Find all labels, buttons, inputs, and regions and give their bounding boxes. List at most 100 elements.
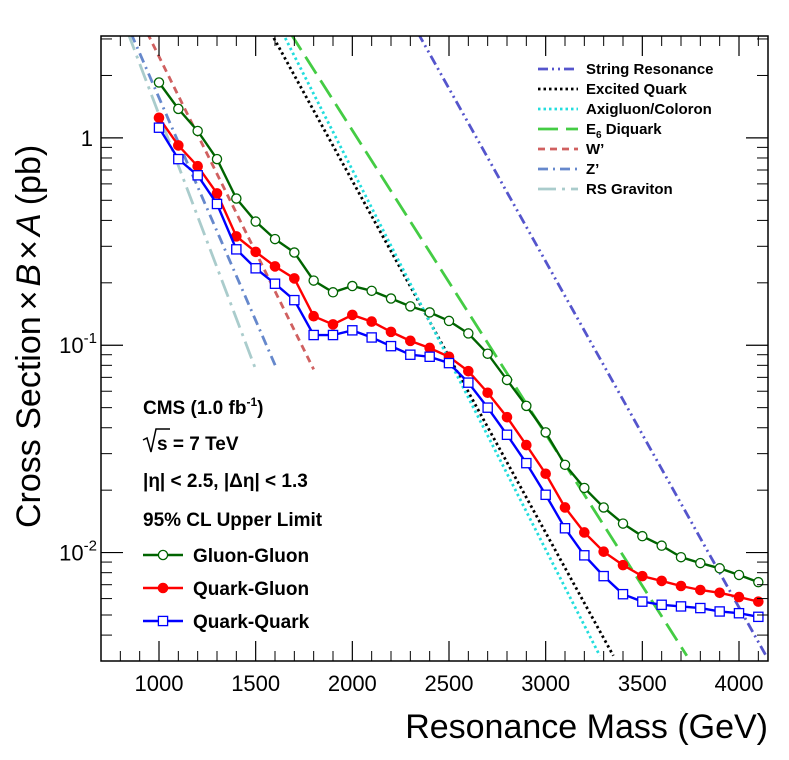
series-1-point-24 xyxy=(617,559,629,571)
series-0-point-16 xyxy=(463,328,474,339)
series-0-point-17 xyxy=(482,348,493,359)
y-title-prefix: Cross Section xyxy=(10,316,48,528)
series-line-0 xyxy=(158,81,759,584)
theory-legend-label-4: W’ xyxy=(586,141,604,158)
series-2-point-30 xyxy=(733,607,745,619)
y-title-times-1: × xyxy=(10,291,48,311)
series-1-point-23 xyxy=(598,546,609,557)
theory-legend-label-5: Z’ xyxy=(586,161,599,178)
theory-curve-0 xyxy=(418,36,768,657)
series-2-point-28 xyxy=(695,602,706,614)
series-1-point-2 xyxy=(192,160,203,172)
plot-frame xyxy=(100,35,769,662)
series-2-point-15 xyxy=(443,357,455,369)
series-2-point-3 xyxy=(211,198,223,210)
series-1-point-7 xyxy=(289,273,300,284)
series-1-point-31 xyxy=(753,596,764,607)
series-1-point-5 xyxy=(250,246,261,258)
series-2-point-4 xyxy=(231,244,242,255)
series-2-point-12 xyxy=(385,340,397,352)
series-2-point-27 xyxy=(675,601,687,612)
x-tick-label-1: 1500 xyxy=(231,671,280,696)
series-0-point-24 xyxy=(617,518,629,529)
y-tick-label-0: 1 xyxy=(81,126,93,151)
series-2-point-19 xyxy=(521,457,532,469)
series-2-point-24 xyxy=(617,588,629,600)
series-1-point-11 xyxy=(366,316,377,327)
series-2-point-21 xyxy=(559,523,571,534)
series-0-point-27 xyxy=(675,551,687,563)
y-title-unit: (pb) xyxy=(10,145,48,205)
series-2-point-29 xyxy=(714,606,725,617)
series-legend-marker-1 xyxy=(157,582,169,594)
series-0-point-20 xyxy=(540,427,551,438)
series-0-point-23 xyxy=(598,502,609,513)
series-2-point-31 xyxy=(753,611,764,623)
series-1-point-29 xyxy=(714,587,725,599)
annotation-cuts: |η| < 2.5, |Δη| < 1.3 xyxy=(143,471,308,492)
series-0-point-12 xyxy=(385,293,397,304)
theory-curves xyxy=(127,36,768,657)
annotation-sqrt-s: s = 7 TeV xyxy=(157,434,239,455)
series-1-point-28 xyxy=(695,584,706,596)
series-2-point-13 xyxy=(405,349,416,360)
series-legend: Gluon-Gluon Quark-Gluon Quark-Quark xyxy=(143,546,310,633)
series-0-point-18 xyxy=(501,374,513,386)
x-tick-label-2: 2000 xyxy=(328,671,377,696)
series-legend-marker-2 xyxy=(157,615,169,627)
series-2-point-16 xyxy=(463,377,474,388)
series-2-point-7 xyxy=(289,294,300,306)
series-2-point-10 xyxy=(347,325,358,336)
series-1-point-0 xyxy=(153,112,165,124)
series-0-point-6 xyxy=(269,233,281,245)
theory-curve-3 xyxy=(290,36,688,657)
y-tick-label-2: 10-2 xyxy=(59,538,97,566)
series-2-point-23 xyxy=(598,570,609,582)
series-2-point-1 xyxy=(173,153,184,165)
theory-curve-1 xyxy=(271,36,615,657)
series-1-point-30 xyxy=(733,591,745,603)
series-2-point-9 xyxy=(327,329,339,341)
series-1-point-17 xyxy=(482,387,493,399)
series-0-point-31 xyxy=(753,576,764,588)
series-2-point-6 xyxy=(269,278,281,289)
annotation-block: CMS (1.0 fb-1) s = 7 TeV |η| < 2.5, |Δη|… xyxy=(142,395,323,531)
series-0-point-4 xyxy=(231,193,242,204)
theory-legend: String Resonance Excited Quark Axigluon/Co… xyxy=(538,61,714,198)
series-0-point-29 xyxy=(714,563,725,574)
series-line-2 xyxy=(157,127,759,618)
series-2-point-14 xyxy=(424,351,435,362)
series-2-point-2 xyxy=(192,170,203,181)
series-0-point-19 xyxy=(521,400,532,412)
series-0-point-21 xyxy=(559,459,571,471)
series-legend-label-1: Quark-Gluon xyxy=(193,579,309,600)
series-1-point-19 xyxy=(521,439,532,451)
series-1-point-14 xyxy=(424,342,435,354)
theory-legend-label-3: E6 Diquark xyxy=(586,121,662,141)
series-1-point-12 xyxy=(385,326,397,338)
series-0-point-28 xyxy=(695,557,706,569)
series-1-point-18 xyxy=(501,411,513,423)
x-tick-label-3: 2500 xyxy=(425,671,474,696)
series-2-point-17 xyxy=(482,402,493,413)
series-1-point-1 xyxy=(173,140,184,151)
series-1-point-25 xyxy=(637,570,648,582)
theory-legend-label-2: Axigluon/Coloron xyxy=(586,101,712,118)
series-1-point-9 xyxy=(327,319,339,330)
series-1-point-10 xyxy=(347,309,358,321)
series-2-point-22 xyxy=(579,550,590,561)
series-2-point-5 xyxy=(250,263,261,274)
series-1-point-27 xyxy=(675,580,687,592)
y-axis-title: Cross Section×B×A(pb) xyxy=(10,145,48,528)
y-tick-label-1: 10-1 xyxy=(59,330,97,358)
theory-curve-4 xyxy=(147,36,315,370)
x-tick-label-5: 3500 xyxy=(618,671,667,696)
series-1-point-20 xyxy=(540,468,551,480)
series-1-point-22 xyxy=(579,527,590,538)
series-2-point-11 xyxy=(366,332,377,343)
series-0-point-26 xyxy=(656,540,667,551)
series-0-point-1 xyxy=(173,103,184,115)
series-2-point-8 xyxy=(308,329,319,341)
series-0-point-7 xyxy=(289,247,300,258)
series-legend-marker-0 xyxy=(157,549,169,561)
